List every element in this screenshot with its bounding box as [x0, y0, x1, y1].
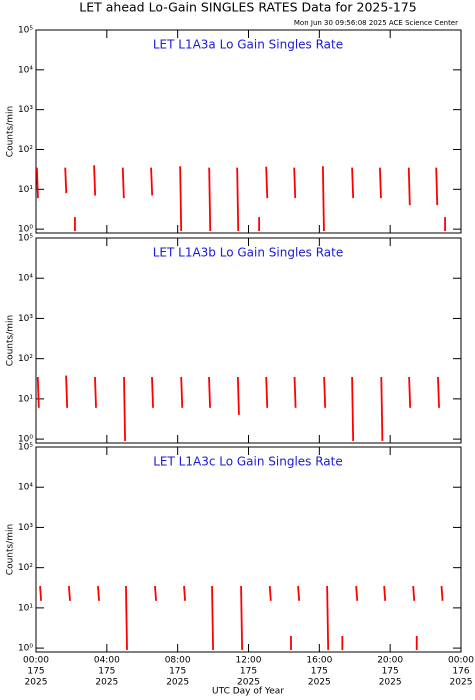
x-tick-day: 175: [311, 667, 328, 677]
x-tick-label: 08:00: [165, 656, 191, 666]
plot-frame: [35, 29, 462, 234]
x-tick-day: 175: [27, 667, 44, 677]
subtitle: Mon Jun 30 09:56:08 2025 ACE Science Cen…: [294, 19, 458, 27]
x-tick-year: 2025: [166, 678, 189, 688]
y-tick-label: 10³: [18, 314, 33, 324]
y-tick-label: 10⁴: [18, 65, 33, 75]
page-title: LET ahead Lo-Gain SINGLES RATES Data for…: [79, 0, 416, 15]
data-line: [39, 585, 444, 650]
panel-title: LET L1A3b Lo Gain Singles Rate: [153, 246, 344, 260]
y-tick-label: 10³: [18, 523, 33, 533]
x-tick-year: 2025: [25, 678, 48, 688]
y-tick-label: 10²: [18, 145, 33, 155]
y-tick-label: 10²: [18, 354, 33, 364]
x-tick-day: 175: [98, 667, 115, 677]
y-tick-label: 10¹: [18, 603, 33, 613]
y-tick-label: 10⁵: [18, 26, 33, 36]
x-tick-day: 176: [452, 667, 469, 677]
x-tick-year: 2025: [450, 678, 473, 688]
y-tick-label: 10⁴: [18, 274, 33, 284]
y-tick-label: 10¹: [18, 185, 33, 195]
x-tick-day: 175: [240, 667, 257, 677]
x-tick-day: 175: [169, 667, 186, 677]
y-axis-label: Counts/min: [6, 524, 16, 575]
panel-title: LET L1A3c Lo Gain Singles Rate: [153, 455, 343, 469]
y-tick-label: 10⁰: [18, 225, 33, 235]
y-tick-label: 10³: [18, 105, 33, 115]
x-tick-year: 2025: [237, 678, 260, 688]
y-tick-label: 10⁴: [18, 483, 33, 493]
y-tick-label: 10¹: [18, 394, 33, 404]
plot-frame: [35, 446, 462, 653]
y-tick-label: 10⁰: [18, 644, 33, 654]
y-axis-label: Counts/min: [6, 106, 16, 157]
data-line: [35, 165, 446, 231]
x-tick-label: 04:00: [94, 656, 120, 666]
x-tick-label: 16:00: [306, 656, 332, 666]
x-tick-year: 2025: [379, 678, 402, 688]
y-tick-label: 10⁵: [18, 234, 33, 244]
panel-title: LET L1A3a Lo Gain Singles Rate: [153, 38, 343, 52]
x-tick-day: 175: [382, 667, 399, 677]
x-tick-label: 20:00: [377, 656, 403, 666]
x-tick-year: 2025: [308, 678, 331, 688]
plot-frame: [35, 237, 462, 444]
y-tick-label: 10⁵: [18, 443, 33, 453]
x-tick-label: 00:00: [448, 656, 474, 666]
y-tick-label: 10⁰: [18, 435, 33, 445]
data-line: [36, 375, 440, 441]
y-axis-label: Counts/min: [6, 315, 16, 366]
x-tick-label: 00:00: [23, 656, 49, 666]
x-axis-label: UTC Day of Year: [212, 687, 284, 697]
y-tick-label: 10²: [18, 563, 33, 573]
x-tick-year: 2025: [95, 678, 118, 688]
x-tick-label: 12:00: [236, 656, 262, 666]
